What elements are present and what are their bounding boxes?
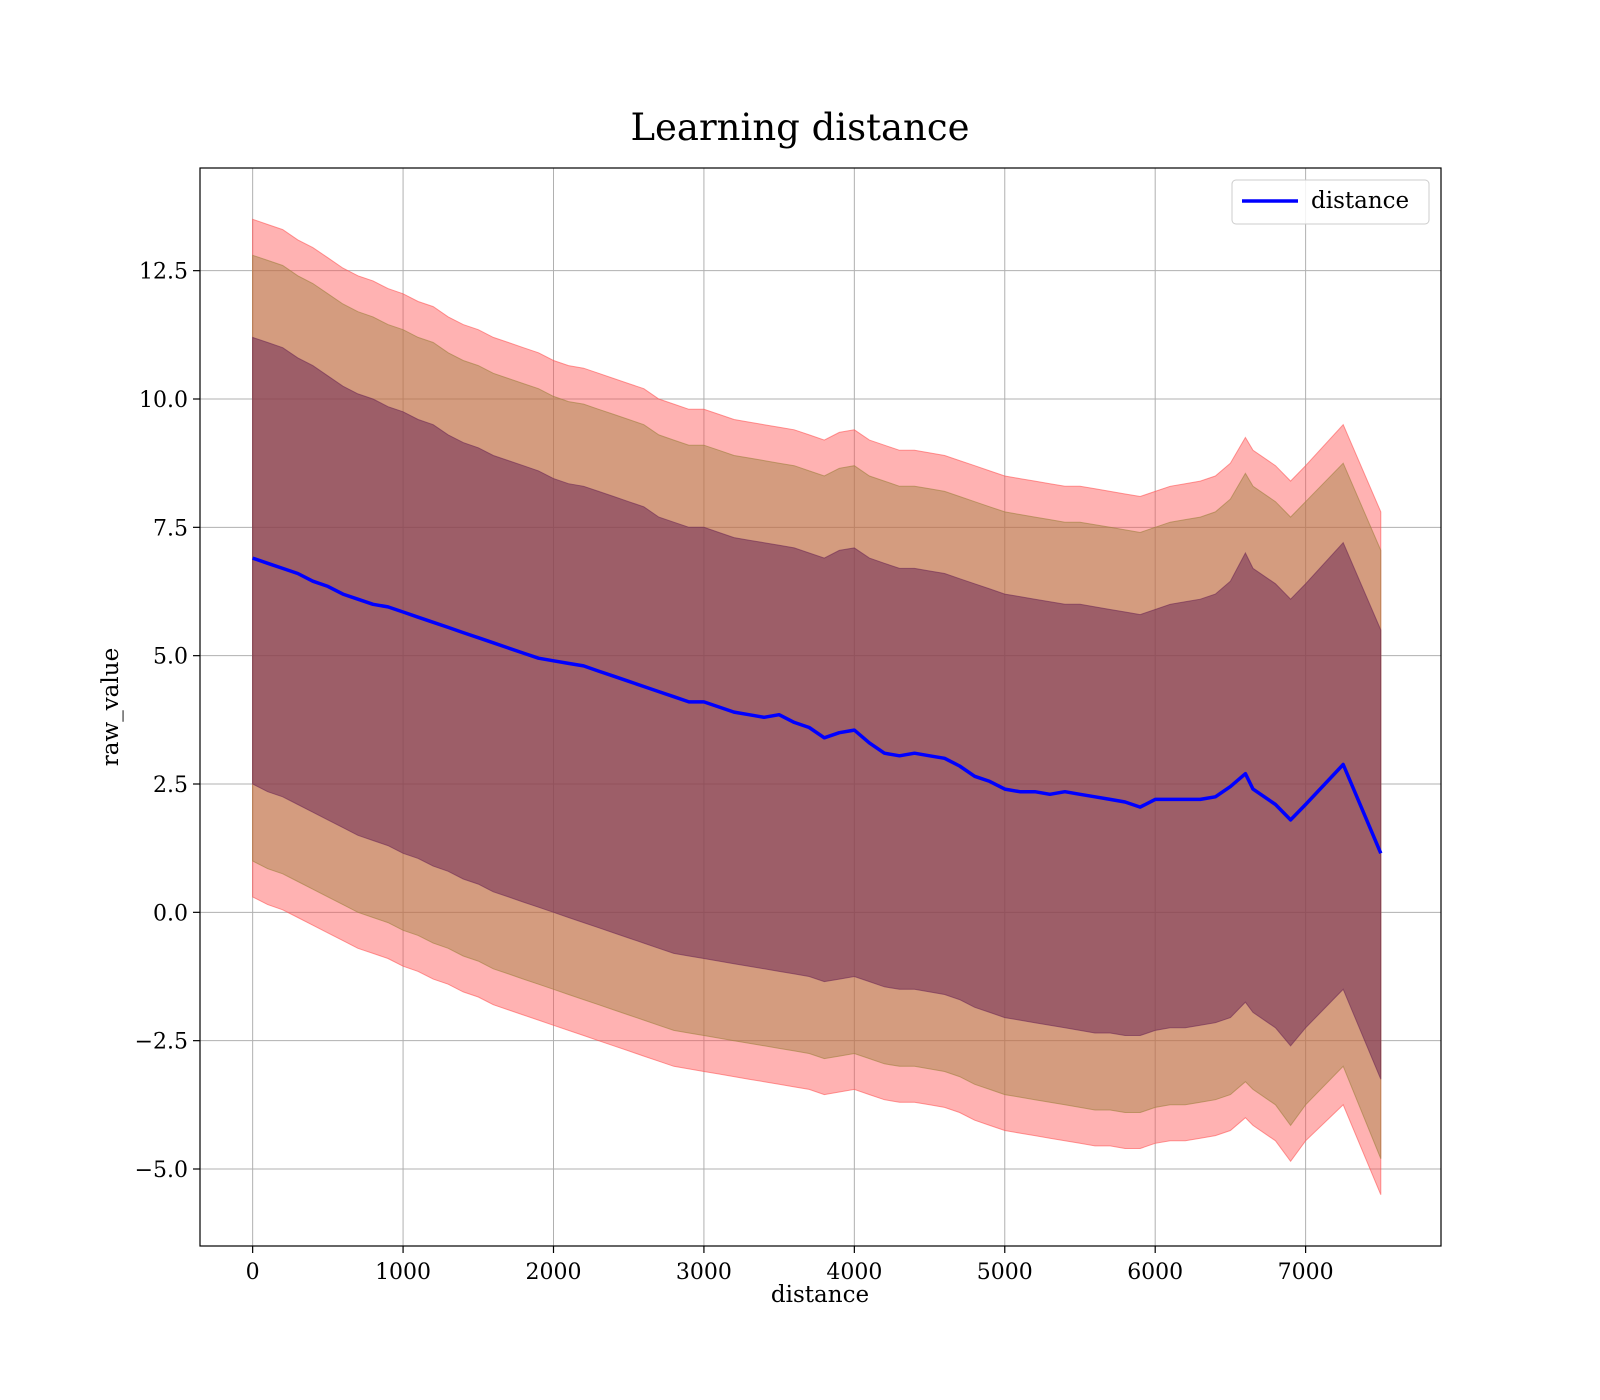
- legend-label-distance: distance: [1311, 188, 1409, 214]
- x-tick-label: 1000: [375, 1260, 431, 1285]
- x-axis-ticks: 0 1000 2000 3000 4000 5000 6000 7000: [246, 1246, 1334, 1285]
- confidence-bands: [252, 218, 1382, 1195]
- x-tick-label: 4000: [826, 1260, 882, 1285]
- x-tick-label: 7000: [1278, 1260, 1334, 1285]
- x-tick-label: 2000: [525, 1260, 581, 1285]
- y-tick-label: 2.5: [153, 773, 188, 798]
- series-line-distance: [252, 556, 1383, 854]
- y-axis-label: raw_value: [98, 648, 124, 766]
- y-tick-label: 10.0: [139, 388, 188, 413]
- y-tick-label: 12.5: [139, 260, 188, 285]
- x-tick-label: 5000: [977, 1260, 1033, 1285]
- x-tick-label: 3000: [676, 1260, 732, 1285]
- y-tick-label: 5.0: [153, 645, 188, 670]
- legend-box: [1231, 179, 1430, 225]
- y-tick-label: 7.5: [153, 516, 188, 541]
- y-tick-label: −2.5: [135, 1030, 188, 1055]
- plot-frame: [199, 167, 1442, 1247]
- series-lines: [252, 556, 1383, 854]
- x-tick-label: 0: [246, 1260, 260, 1285]
- x-axis-label: distance: [771, 1282, 869, 1308]
- x-tick-label: 6000: [1127, 1260, 1183, 1285]
- y-tick-label: 0.0: [153, 901, 188, 926]
- y-tick-label: −5.0: [135, 1158, 188, 1183]
- chart-title: Learning distance: [630, 106, 969, 149]
- y-axis-ticks: −5.0 −2.5 0.0 2.5 5.0 7.5 10.0 12.5: [135, 260, 200, 1183]
- confidence-band-3: [252, 336, 1382, 1080]
- legend: distance: [1231, 179, 1430, 225]
